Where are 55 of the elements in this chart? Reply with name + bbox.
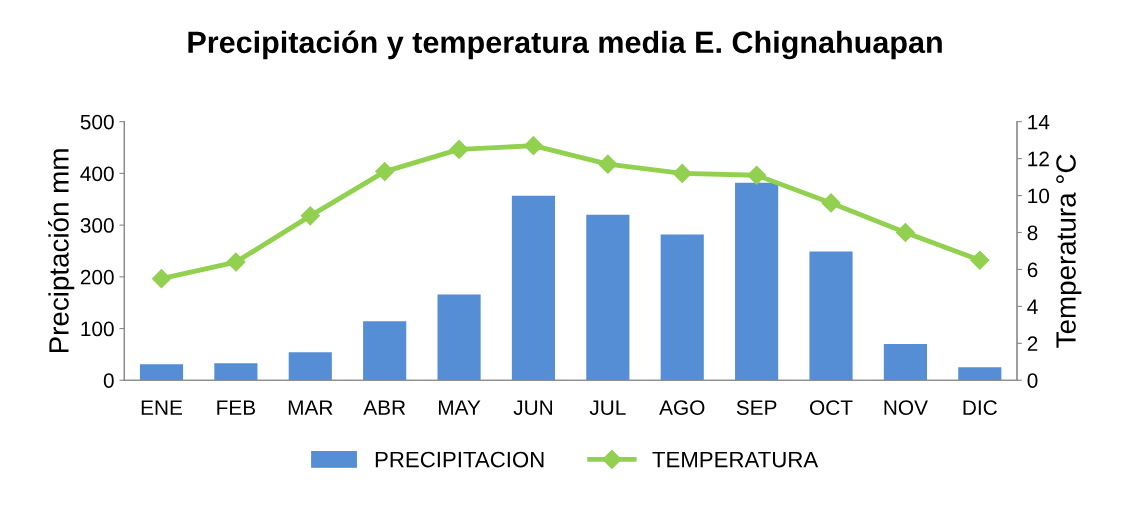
point — [151, 269, 172, 289]
y2-tick-label: 12 — [1028, 151, 1049, 167]
y2-tick-label: 6 — [1027, 262, 1038, 278]
legend-label: PRECIPITACION — [375, 451, 544, 468]
y2-tick-label: 14 — [1028, 114, 1050, 130]
y2-tick-label: 2 — [1027, 336, 1038, 351]
bar — [735, 182, 779, 381]
point — [300, 206, 320, 226]
point — [747, 165, 767, 185]
y2-tick-label: 10 — [1028, 188, 1050, 204]
point — [821, 193, 841, 213]
bar — [437, 294, 481, 381]
y-tick-label: 300 — [80, 218, 114, 233]
y2-tick-label: 4 — [1027, 299, 1038, 314]
y2-tick-label: 0 — [1027, 373, 1038, 388]
bar — [586, 214, 630, 381]
bar — [214, 363, 258, 381]
x-tick-label: MAR — [288, 400, 333, 415]
point — [970, 250, 990, 270]
x-tick-label: AGO — [659, 400, 705, 415]
point — [672, 163, 692, 183]
point — [449, 139, 469, 159]
y-tick-label: 0 — [103, 373, 114, 388]
x-tick-label: JUL — [589, 400, 626, 415]
bar — [883, 344, 927, 381]
x-tick-label: NOV — [884, 400, 928, 415]
y-tick-label: 400 — [80, 166, 114, 182]
y-tick-label: 500 — [80, 114, 114, 130]
chart-title: Precipitación y temperatura media E. Chignahuapan — [188, 30, 942, 60]
x-tick-label: OCT — [810, 400, 853, 415]
point — [598, 154, 618, 174]
y-axis-title: Preciptación mm — [48, 149, 75, 353]
y-tick-label: 200 — [80, 269, 114, 285]
bar — [139, 364, 184, 381]
x-tick-label: MAY — [438, 400, 481, 415]
y-tick-label: 100 — [81, 321, 114, 337]
point — [895, 222, 915, 243]
y2-tick-label: 8 — [1027, 225, 1038, 241]
point — [375, 162, 395, 182]
bar — [511, 195, 556, 381]
bar — [288, 352, 332, 381]
point — [226, 252, 246, 272]
x-tick-label: ENE — [141, 400, 183, 415]
bar — [809, 251, 853, 381]
x-tick-label: DIC — [963, 400, 997, 415]
legend-label: TEMPERATURA — [652, 451, 819, 468]
bar — [660, 234, 704, 381]
x-tick-label: SEP — [736, 400, 777, 415]
point — [523, 136, 543, 156]
bar — [958, 367, 1002, 381]
y2-axis-title: Temperatura °C — [1056, 154, 1082, 348]
x-tick-label: JUN — [513, 400, 553, 415]
x-tick-label: ABR — [363, 400, 406, 415]
bar — [363, 321, 407, 381]
x-tick-label: FEB — [217, 400, 256, 415]
